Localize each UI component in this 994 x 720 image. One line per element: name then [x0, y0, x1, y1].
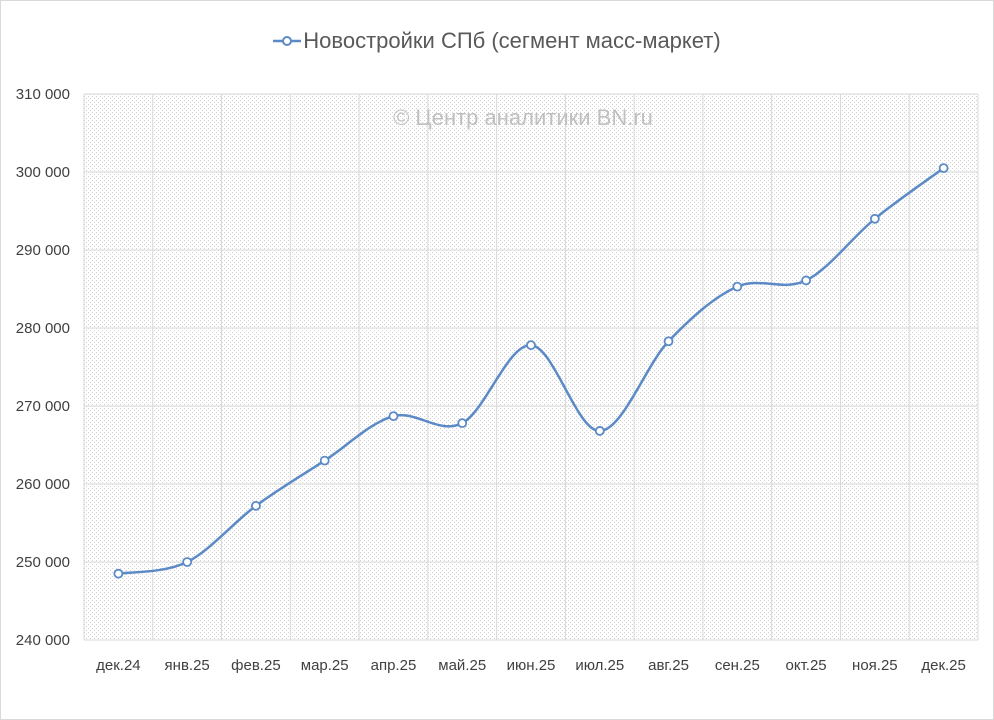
- x-tick-label: янв.25: [165, 657, 210, 674]
- data-point: [869, 213, 880, 224]
- y-tick-label: 270 000: [16, 398, 70, 415]
- x-tick-label: дек.25: [921, 657, 966, 674]
- series-markers: [113, 163, 949, 579]
- y-tick-label: 310 000: [16, 86, 70, 103]
- x-tick-label: июн.25: [507, 657, 556, 674]
- data-point: [319, 455, 330, 466]
- y-tick-label: 240 000: [16, 632, 70, 649]
- x-tick-label: ноя.25: [852, 657, 898, 674]
- y-tick-label: 250 000: [16, 554, 70, 571]
- legend-line-marker: [273, 36, 302, 46]
- x-tick-label: апр.25: [371, 657, 417, 674]
- y-tick-label: 300 000: [16, 164, 70, 181]
- x-tick-label: май.25: [438, 657, 486, 674]
- data-point: [457, 418, 468, 429]
- y-axis: 240 000 250 000 260 000 270 000 280 000 290 0…: [16, 86, 70, 649]
- x-tick-label: июл.25: [575, 657, 624, 674]
- data-point: [801, 275, 811, 286]
- data-point: [526, 340, 536, 351]
- legend: Новостройки СПб (сегмент масс-маркет): [0, 26, 994, 56]
- data-point: [182, 557, 193, 567]
- legend-label: Новостройки СПб (сегмент масс-маркет): [303, 28, 721, 53]
- y-tick-label: 260 000: [16, 476, 70, 493]
- x-tick-label: фев.25: [231, 657, 281, 674]
- x-tick-label: авг.25: [648, 657, 689, 674]
- data-point: [251, 500, 261, 511]
- data-point: [388, 411, 399, 422]
- y-tick-label: 290 000: [16, 242, 70, 259]
- watermark: © Центр аналитики BN.ru: [393, 105, 653, 130]
- data-point: [938, 163, 949, 174]
- data-point: [594, 426, 605, 436]
- plot-area: [84, 94, 978, 640]
- x-tick-label: дек.24: [96, 657, 141, 674]
- x-tick-label: мар.25: [301, 657, 349, 674]
- data-point: [732, 281, 743, 292]
- data-point: [663, 336, 674, 347]
- x-tick-label: сен.25: [715, 657, 760, 674]
- x-tick-label: окт.25: [786, 657, 827, 674]
- grid-lines: [83, 93, 979, 641]
- y-tick-label: 280 000: [16, 320, 70, 337]
- x-axis: дек.24 янв.25 фев.25 мар.25 апр.25 май.25 июн.…: [96, 657, 966, 674]
- data-point: [113, 568, 124, 579]
